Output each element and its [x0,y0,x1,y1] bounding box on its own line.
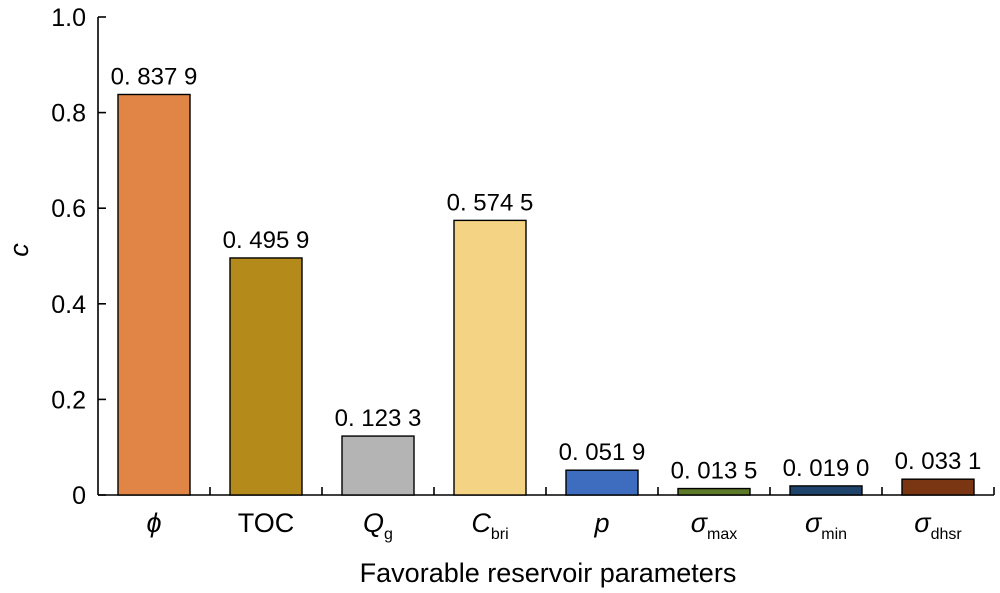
data-label: 0. 123 3 [335,405,422,432]
x-tick-labels: ϕ TOC Qg Cbri p σmax σmin σdhsr [146,508,962,543]
x-tick-label: ϕ [146,508,161,538]
y-tick-label: 0.6 [51,195,86,223]
y-tick-label: 0.8 [51,100,86,128]
data-label: 0. 033 1 [895,448,982,475]
y-axis-title: c [4,243,34,257]
x-tick-label-subscript: dhsr [931,526,963,543]
y-tick-label: 0.4 [51,291,86,319]
x-tick-label-main: C [471,508,491,538]
data-label: 0. 574 5 [447,189,534,216]
x-tick-label: p [593,508,609,538]
x-tick-label-main: p [593,508,609,538]
x-tick-label: Cbri [471,508,508,543]
x-tick-label: TOC [238,508,295,538]
x-tick-label-main: σ [805,508,823,538]
data-label: 0. 051 9 [559,439,646,466]
x-tick-label-main: ϕ [146,508,161,538]
x-tick-label-main: σ [691,508,709,538]
x-tick-label-main: σ [914,508,932,538]
x-tick-label: σmax [691,508,738,543]
y-axis [97,16,106,496]
data-label: 0. 495 9 [223,227,310,254]
data-label: 0. 013 5 [671,458,758,485]
x-tick-label-main: TOC [238,508,295,538]
data-label: 0. 019 0 [783,455,870,482]
bar [229,257,303,496]
bar [901,478,975,496]
y-tick-labels: 0 0.2 0.4 0.6 0.8 1.0 [51,4,86,510]
bar [453,219,527,496]
x-tick-label-subscript: g [384,526,393,543]
x-tick-label-main: Q [363,508,384,538]
y-tick-label: 1.0 [51,4,86,32]
bar [677,487,751,496]
x-tick-label: σmin [805,508,847,543]
data-labels: 0. 837 9 0. 495 9 0. 123 3 0. 574 5 0. 051 9… [111,63,982,484]
x-tick-label-subscript: bri [491,526,509,543]
bar [341,435,415,496]
x-tick-label-subscript: max [707,526,737,543]
bars [117,93,975,496]
x-tick-label: σdhsr [914,508,962,543]
bar [789,485,863,496]
x-axis-title: Favorable reservoir parameters [360,558,737,588]
x-tick-label-subscript: min [821,526,847,543]
y-tick-label: 0 [72,482,86,510]
y-tick-label: 0.2 [51,386,86,414]
x-tick-label: Qg [363,508,393,543]
bar [117,93,191,496]
bar [565,469,639,496]
data-label: 0. 837 9 [111,63,198,90]
